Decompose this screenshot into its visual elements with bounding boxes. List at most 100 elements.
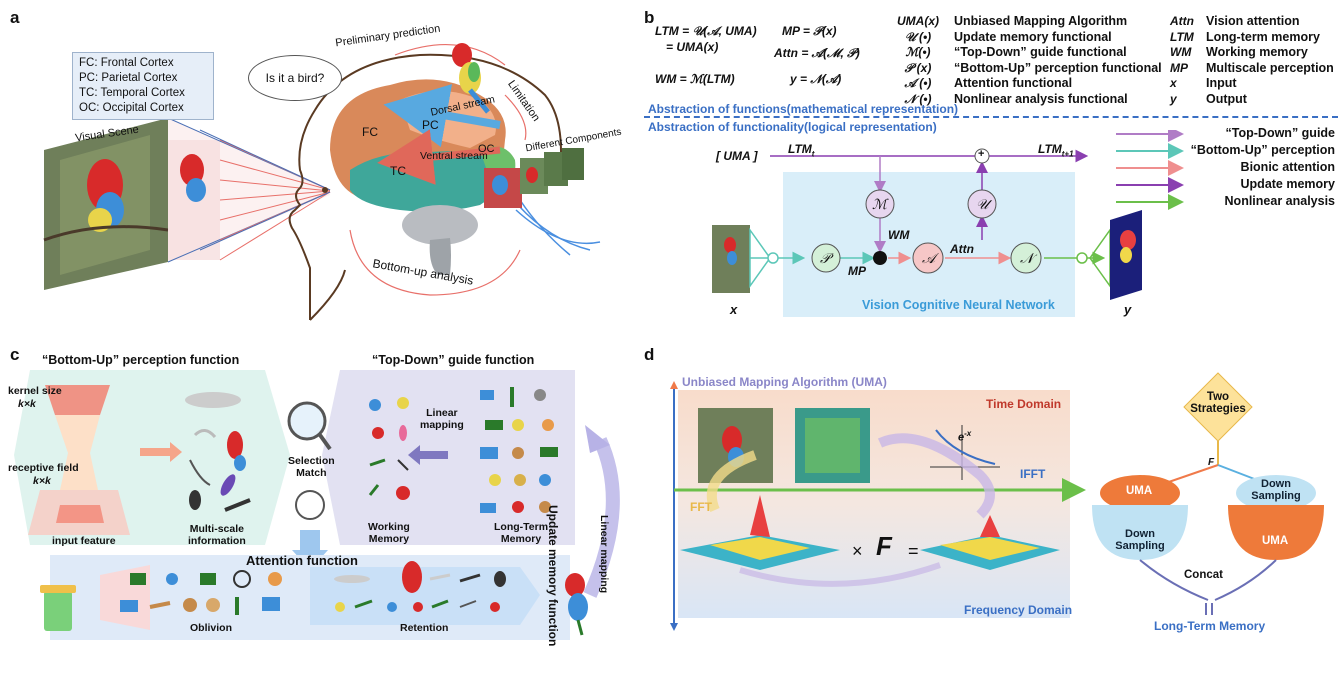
- node-n: [1010, 242, 1042, 274]
- node-n-label: 𝒩: [1020, 250, 1034, 266]
- cortex-legend-tc: TC: Temporal Cortex: [79, 87, 185, 99]
- def-row: LTM Long-term memory: [1170, 29, 1320, 44]
- legend-update-memory: Update memory: [1240, 177, 1335, 191]
- panel-a-graphic: [43, 43, 601, 321]
- uma-input-label: [ UMA ]: [716, 149, 758, 163]
- input-feature-label: input feature: [52, 535, 116, 547]
- working-memory-icons: [368, 397, 410, 500]
- mp-label: MP: [848, 264, 866, 278]
- formula-mp: MP = 𝒫(x): [782, 24, 837, 38]
- uma-title: Unbiased Mapping Algorithm (UMA): [682, 375, 887, 389]
- fc-label: FC: [362, 125, 378, 139]
- panel-label-b: b: [644, 8, 655, 27]
- uma-left-label: UMA: [1126, 485, 1153, 497]
- def-row: x Input: [1170, 76, 1237, 91]
- retention-label: Retention: [400, 622, 449, 634]
- uma-right-shape: [1228, 505, 1324, 560]
- abstraction-logic-label: Abstraction of functionality(logical rep…: [648, 120, 937, 134]
- legend-bionic-attention: Bionic attention: [1240, 160, 1335, 174]
- y-label: y: [1124, 302, 1132, 317]
- panel-a: FC: Frontal Cortex PC: Parietal Cortex T…: [0, 0, 640, 340]
- frequency-domain-label: Frequency Domain: [964, 603, 1073, 617]
- recycle-bin-icon: [44, 591, 72, 631]
- oblivion-label: Oblivion: [190, 622, 232, 634]
- def-row: y Output: [1170, 91, 1247, 106]
- equals-symbol: =: [908, 541, 919, 561]
- x-label: x: [730, 302, 738, 317]
- visual-scene-image: [43, 118, 169, 290]
- cortex-legend-pc: PC: Parietal Cortex: [79, 72, 178, 84]
- magnifier-icon: [287, 401, 327, 441]
- def-row: 𝒜 (•) Attention functional: [904, 76, 1073, 91]
- multiscale-label: Multi-scale information: [188, 523, 246, 547]
- cortex-legend: FC: Frontal Cortex PC: Parietal Cortex T…: [72, 52, 214, 120]
- time-domain-label: Time Domain: [986, 397, 1062, 411]
- divider-dashed: [644, 116, 1338, 118]
- pc-label: PC: [422, 118, 439, 132]
- downsample-right-label: Down Sampling: [1251, 478, 1301, 502]
- component-images: [484, 148, 584, 208]
- long-term-memory-icons: [480, 387, 558, 513]
- node-a: [912, 242, 944, 274]
- def-row: 𝒫 (x) “Bottom-Up” perception functional: [904, 60, 1162, 75]
- legend-bottom-up: “Bottom-Up” perception: [1190, 143, 1335, 157]
- panel-c-graphic: [14, 370, 620, 640]
- kernel-size-value: k×k: [18, 398, 36, 410]
- spectrum-left: [680, 495, 840, 570]
- formula-y: y = 𝒩(𝒜): [790, 72, 842, 86]
- node-m-label: ℳ: [872, 196, 887, 212]
- tc-label: TC: [390, 164, 406, 178]
- parrot-output-image: [565, 573, 588, 636]
- def-row: WM Working memory: [1170, 45, 1308, 60]
- working-memory-label: Working Memory: [368, 521, 410, 545]
- node-junction: [873, 251, 887, 265]
- oblivion-icons: [120, 570, 282, 615]
- node-p-label: 𝒫: [820, 250, 831, 266]
- parrot-image: [452, 43, 490, 114]
- receptive-field-value: k×k: [33, 475, 51, 487]
- node-a-label: 𝒜: [922, 250, 936, 266]
- oc-label: OC: [478, 143, 495, 155]
- fft-label: FFT: [690, 500, 712, 514]
- sigma-icon: [295, 490, 325, 520]
- f-symbol: F: [876, 531, 892, 561]
- downsample-left-label: Down Sampling: [1115, 528, 1165, 552]
- attn-label: Attn: [950, 242, 974, 256]
- legend-top-down: “Top-Down” guide: [1225, 126, 1335, 140]
- output-image-y: [1110, 210, 1142, 300]
- uma-right-label: UMA: [1262, 535, 1289, 547]
- attention-function-title: Attention function: [246, 553, 358, 568]
- receptive-field-label: receptive field: [8, 462, 79, 474]
- downsample-left-shape: [1092, 505, 1188, 560]
- formula-attn: Attn = 𝒜(ℳ, 𝒫): [774, 46, 860, 60]
- top-down-area: [322, 370, 575, 545]
- node-plus: [974, 148, 990, 164]
- two-strategies-label: Two Strategies: [1190, 391, 1246, 415]
- spectrum-right: [920, 515, 1060, 570]
- f-small-label: F: [1208, 457, 1215, 468]
- selection-match-label: Selection Match: [288, 455, 335, 479]
- wm-label: WM: [888, 228, 910, 242]
- network-label: Vision Cognitive Neural Network: [862, 298, 1055, 312]
- time-image: [698, 408, 773, 483]
- panel-b: LTM = 𝒰(𝒜, UMA) = UMA(x) WM = ℳ(LTM) MP …: [640, 0, 1342, 340]
- formula-ltm-uma: = UMA(x): [666, 40, 719, 54]
- ventral-stream-label: Ventral stream: [420, 150, 488, 162]
- def-row: MP Multiscale perception: [1170, 60, 1334, 75]
- retention-icons: [334, 561, 506, 612]
- top-down-title: “Top-Down” guide function: [372, 353, 535, 367]
- bottom-up-title: “Bottom-Up” perception function: [42, 353, 240, 367]
- formula-wm: WM = ℳ(LTM): [655, 72, 735, 86]
- def-row: Attn Vision attention: [1170, 14, 1300, 28]
- uma-left-shape: [1100, 475, 1180, 511]
- long-term-memory-label: Long-Term Memory: [494, 521, 549, 545]
- kernel-size-label: kernel size: [8, 385, 62, 397]
- cortex-legend-fc: FC: Frontal Cortex: [79, 57, 174, 69]
- concat-label: Concat: [1184, 569, 1223, 581]
- legend-nonlinear: Nonlinear analysis: [1224, 194, 1335, 208]
- linear-mapping-label-2: Linear mapping: [598, 515, 610, 594]
- multiscale-icons: [185, 392, 251, 512]
- def-row: ℳ(•) “Top-Down” guide functional: [905, 45, 1127, 60]
- exp-curve: [935, 429, 996, 465]
- panel-d-graphic: [670, 372, 1324, 631]
